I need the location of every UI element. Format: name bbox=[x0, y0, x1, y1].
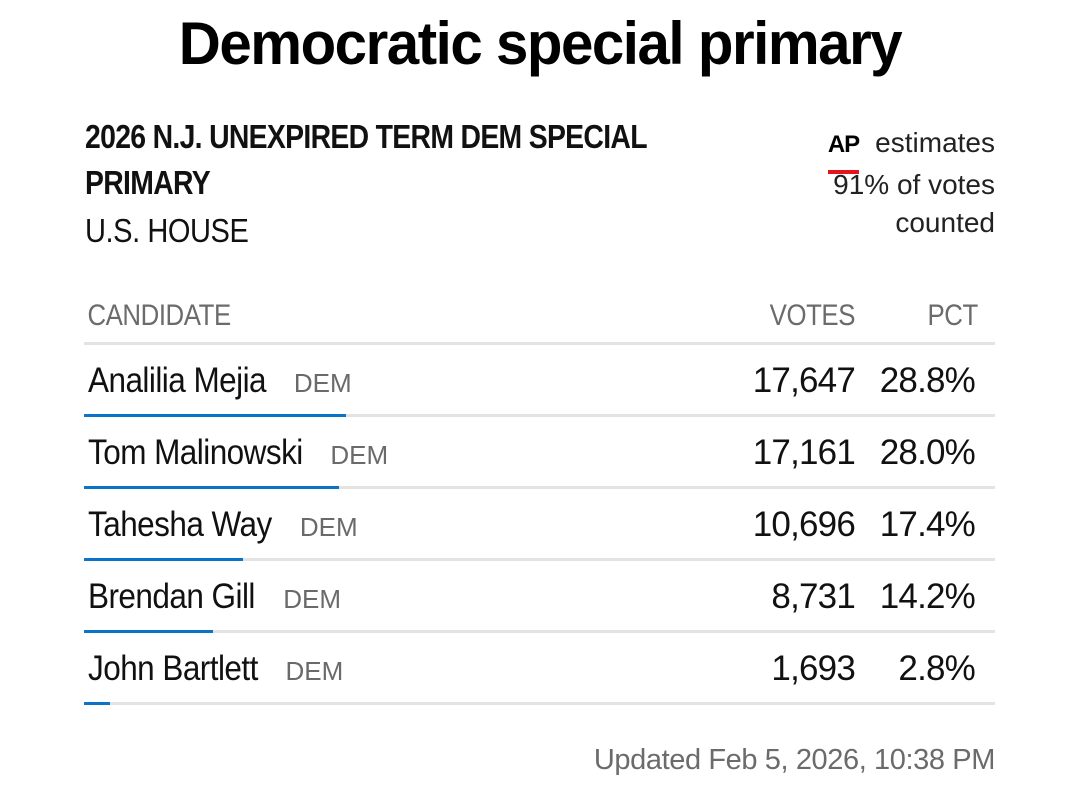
page-title: Democratic special primary bbox=[16, 8, 1064, 80]
table-row: Analilia Mejia DEM 17,647 28.8% bbox=[84, 345, 995, 417]
vote-pct: 14.2% bbox=[855, 577, 995, 617]
vote-pct: 17.4% bbox=[855, 505, 995, 545]
party-label: DEM bbox=[283, 584, 341, 615]
table-header: CANDIDATE VOTES PCT bbox=[84, 290, 995, 345]
party-label: DEM bbox=[300, 512, 358, 543]
race-name: 2026 N.J. UNEXPIRED TERM DEM SPECIAL PRI… bbox=[85, 114, 764, 206]
pct-bar bbox=[84, 702, 110, 705]
vote-pct: 2.8% bbox=[855, 649, 995, 689]
vote-pct: 28.0% bbox=[855, 433, 995, 473]
candidate-name: Tom Malinowski bbox=[88, 433, 303, 473]
candidate-name: Tahesha Way bbox=[88, 505, 272, 545]
vote-count: 17,161 bbox=[705, 433, 855, 473]
party-label: DEM bbox=[294, 368, 352, 399]
estimates-label: estimates bbox=[875, 124, 995, 162]
table-row: Tom Malinowski DEM 17,161 28.0% bbox=[84, 417, 995, 489]
vote-count: 1,693 bbox=[705, 649, 855, 689]
vote-count: 10,696 bbox=[705, 505, 855, 545]
race-office: U.S. HOUSE bbox=[85, 208, 683, 254]
vote-pct: 28.8% bbox=[855, 361, 995, 401]
party-label: DEM bbox=[286, 656, 344, 687]
race-header: 2026 N.J. UNEXPIRED TERM DEM SPECIAL PRI… bbox=[85, 114, 765, 254]
ap-logo-icon: AP bbox=[828, 126, 859, 166]
party-label: DEM bbox=[330, 440, 388, 471]
table-row: John Bartlett DEM 1,693 2.8% bbox=[84, 633, 995, 705]
pct-bar-track bbox=[84, 702, 995, 705]
vote-count: 17,647 bbox=[705, 361, 855, 401]
table-row: Brendan Gill DEM 8,731 14.2% bbox=[84, 561, 995, 633]
header-pct: PCT bbox=[875, 299, 995, 333]
header-candidate: CANDIDATE bbox=[84, 299, 618, 333]
header-votes: VOTES bbox=[726, 299, 855, 333]
vote-count: 8,731 bbox=[705, 577, 855, 617]
candidate-name: Brendan Gill bbox=[88, 577, 255, 617]
candidate-name: John Bartlett bbox=[88, 649, 258, 689]
updated-timestamp: Updated Feb 5, 2026, 10:38 PM bbox=[594, 744, 995, 777]
reporting-status: AP estimates 91% of votes counted bbox=[828, 124, 995, 242]
candidate-name: Analilia Mejia bbox=[88, 361, 266, 401]
counted-label: counted bbox=[828, 204, 995, 242]
results-table: CANDIDATE VOTES PCT Analilia Mejia DEM 1… bbox=[84, 290, 995, 705]
table-row: Tahesha Way DEM 10,696 17.4% bbox=[84, 489, 995, 561]
